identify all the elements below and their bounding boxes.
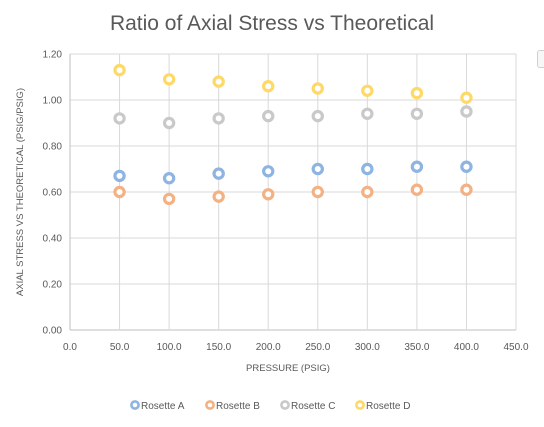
data-point [212,190,225,203]
y-tick-label: 0.60 [43,188,63,199]
x-tick-label: 50.0 [110,342,130,353]
data-point [311,185,324,199]
y-tick-label: 0.00 [43,326,63,337]
data-point [410,160,424,173]
series-rosette-d [113,63,473,104]
series-rosette-b [113,183,473,206]
data-point [162,192,176,206]
legend-item: Rosette B [205,400,260,412]
data-point [262,165,275,178]
chart-panel-handle[interactable] [537,50,544,68]
x-tick-label: 300.0 [355,342,380,353]
series-rosette-c [113,105,473,130]
series-rosette-a [113,160,473,185]
data-point [361,84,374,98]
data-point [361,162,374,176]
legend-label: Rosette B [216,401,260,412]
data-point [262,109,275,123]
data-point [113,63,126,77]
data-points [113,63,473,206]
legend-item: Rosette D [355,400,410,412]
data-point [162,171,176,185]
legend-label: Rosette C [291,401,335,412]
data-point [311,109,324,123]
data-point [410,107,424,121]
data-point [113,112,126,125]
legend-marker [355,400,365,410]
chart-title: Ratio of Axial Stress vs Theoretical [110,12,434,35]
data-point [212,112,225,125]
x-tick-label: 350.0 [404,342,429,353]
data-point [113,185,126,199]
data-point [311,162,324,176]
x-axis-title: PRESSURE (PSIG) [246,363,330,374]
legend-item: Rosette A [130,400,185,412]
data-point [162,73,176,86]
x-tick-label: 150.0 [206,342,231,353]
data-point [262,79,275,93]
data-point [113,169,126,183]
data-point [460,160,473,173]
y-tick-label: 1.00 [43,96,63,107]
legend-marker [205,400,215,410]
legend-marker [280,400,290,410]
data-point [460,91,473,104]
y-tick-label: 0.40 [43,234,63,245]
data-point [162,116,176,130]
data-point [460,105,473,118]
data-point [212,75,225,88]
y-tick-label: 1.20 [43,50,63,61]
legend-label: Rosette D [366,401,410,412]
y-tick-label: 0.80 [43,142,63,153]
x-tick-label: 250.0 [305,342,330,353]
data-point [410,86,424,100]
x-tick-label: 200.0 [256,342,281,353]
x-tick-label: 450.0 [503,342,528,353]
tick-labels: 0.00 0.20 0.40 0.60 0.80 1.00 1.20 0.0 50.0 100.0… [43,50,529,354]
legend-item: Rosette C [280,400,335,412]
x-tick-label: 0.0 [63,342,77,353]
data-point [460,183,473,196]
data-point [212,167,225,180]
x-tick-label: 100.0 [157,342,182,353]
y-tick-label: 0.20 [43,280,63,291]
data-point [311,82,324,95]
x-tick-label: 400.0 [454,342,479,353]
data-point [262,188,275,201]
data-point [410,183,424,196]
data-point [361,185,374,199]
data-point [361,107,374,121]
grid-lines [69,53,517,331]
legend-label: Rosette A [141,401,185,412]
legend-marker [130,400,140,410]
y-axis-title: AXIAL STRESS VS THEORETICAL (PSIG/PSIG) [15,88,26,296]
legend: Rosette A Rosette B Rosette C Rosette D [130,400,410,412]
